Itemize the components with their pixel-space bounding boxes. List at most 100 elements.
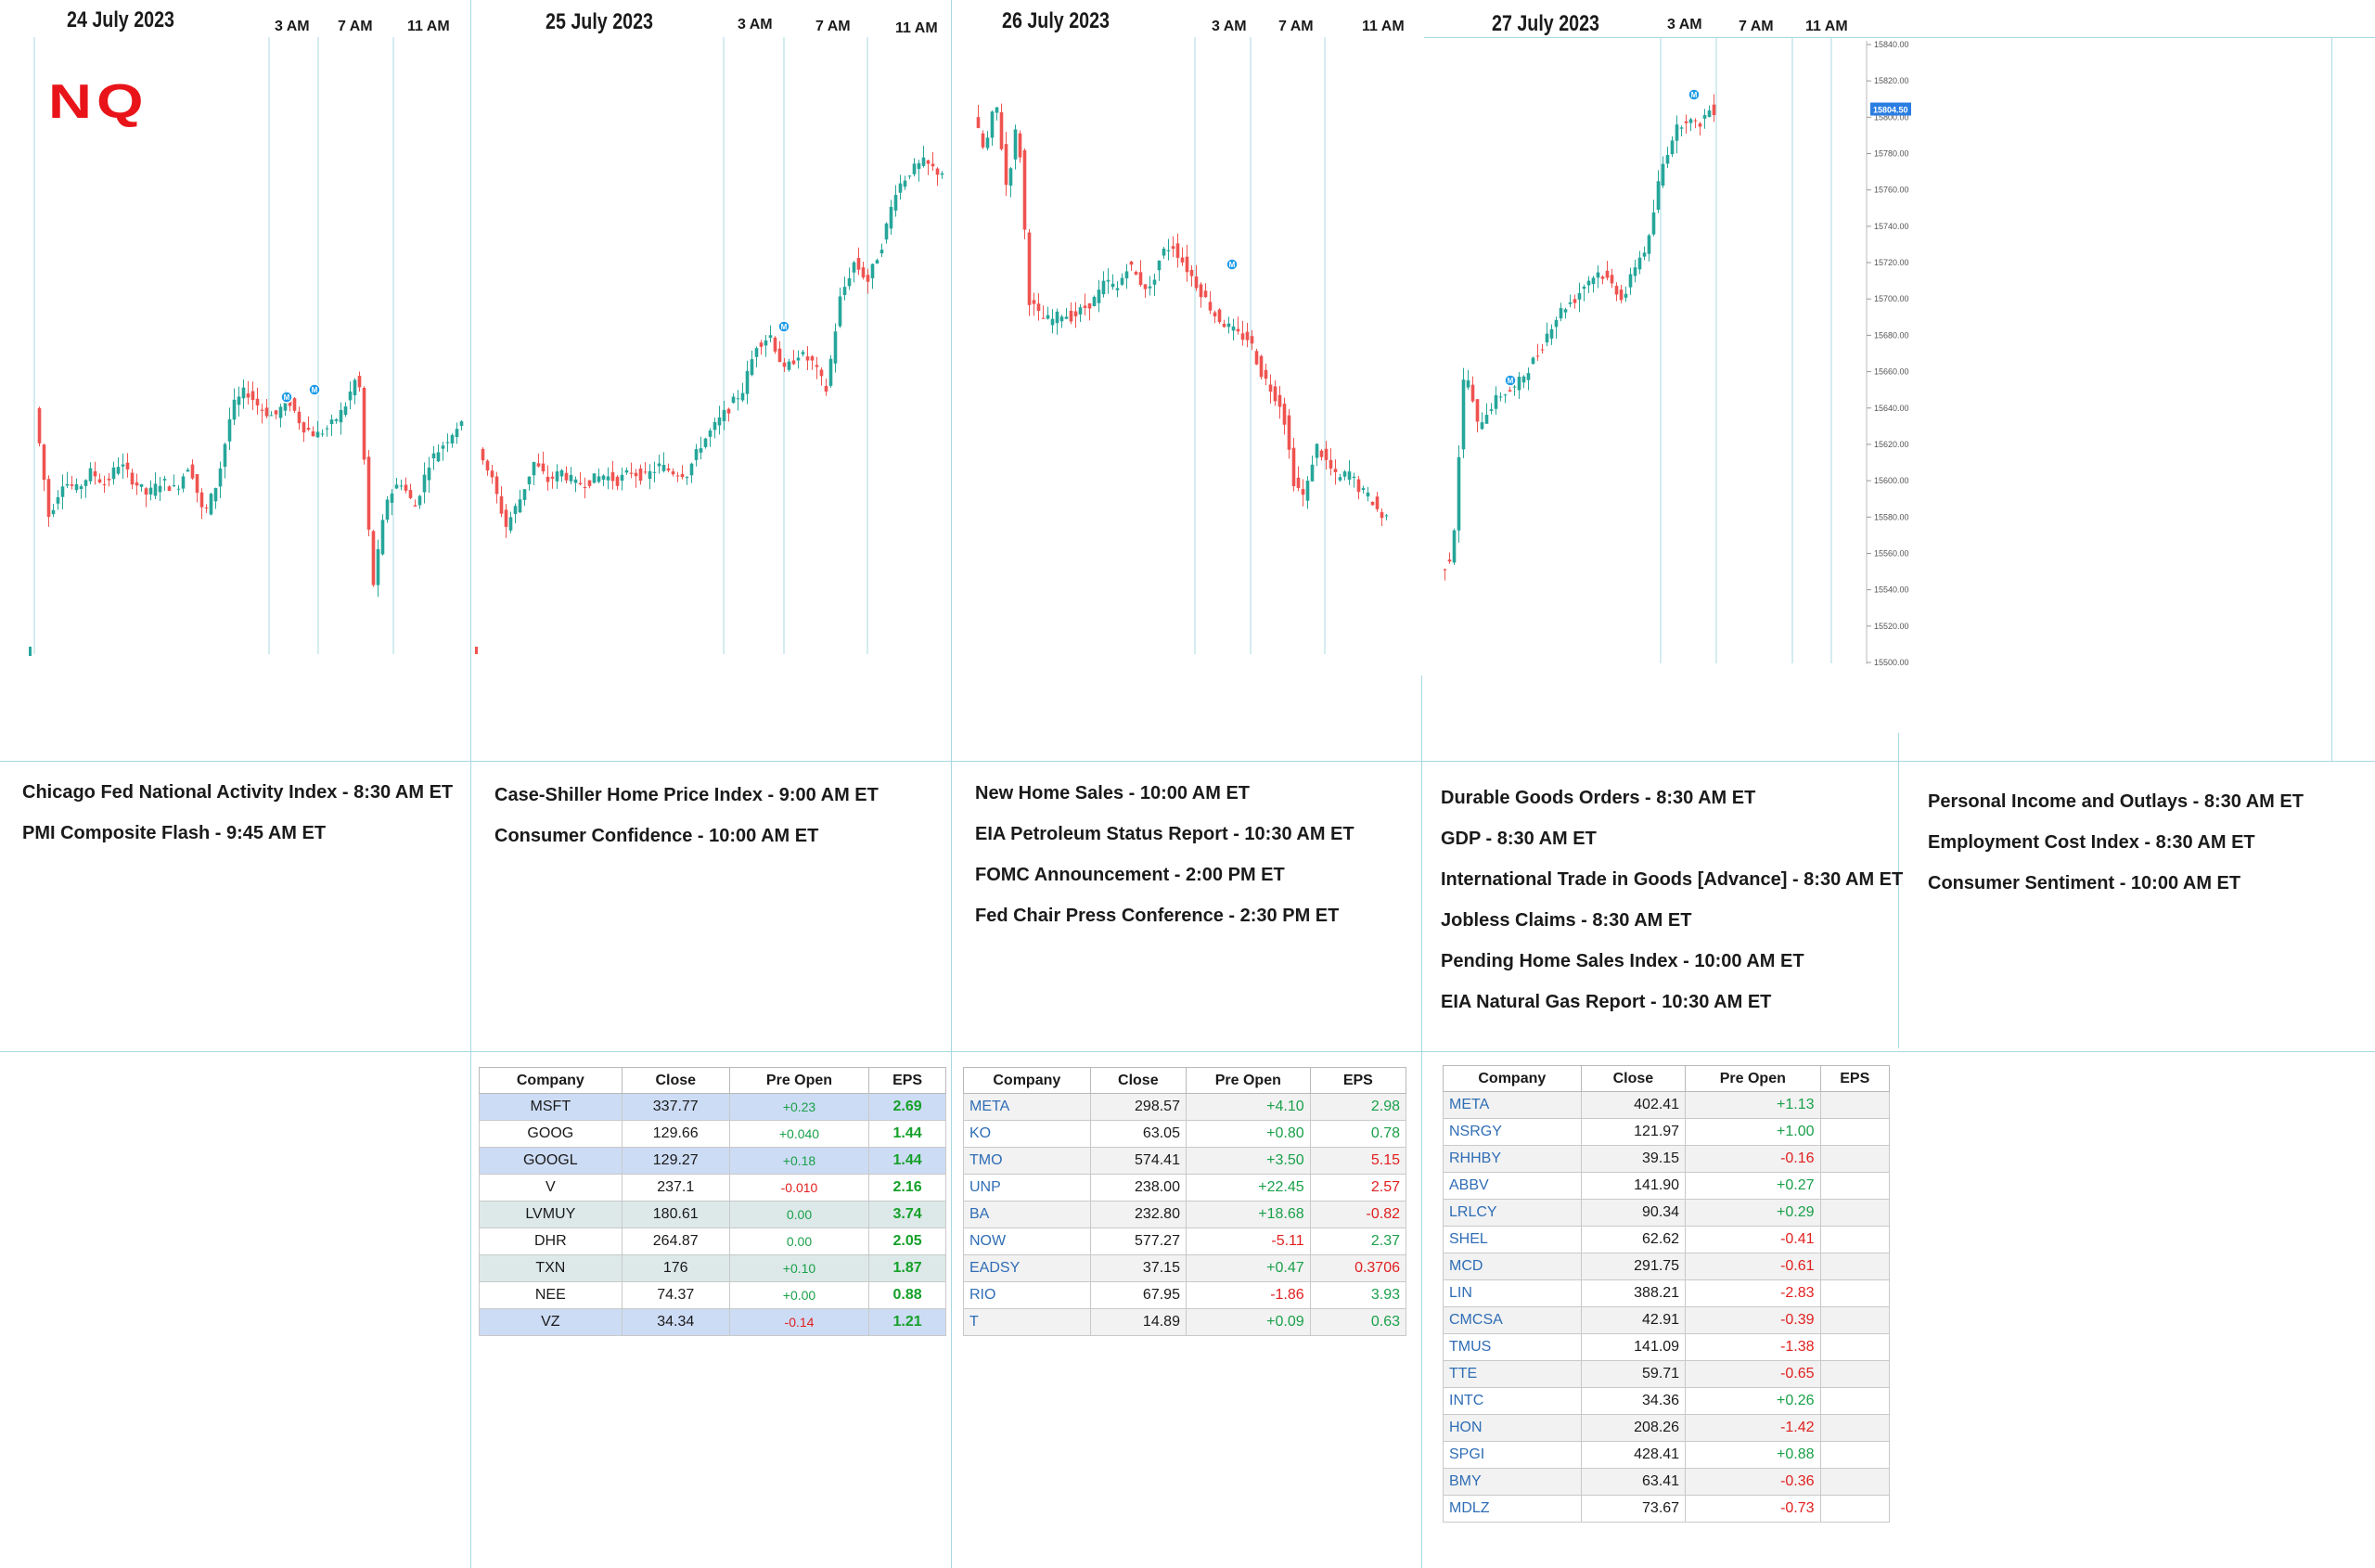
candle-body [597, 476, 601, 482]
company-cell: SPGI [1443, 1441, 1582, 1469]
time-label: 3 AM [738, 17, 773, 32]
y-tick-label: 15780.00 [1874, 149, 1909, 159]
table-row: MSFT 337.77 +0.23 2.69 [479, 1093, 946, 1121]
candle-body [1277, 394, 1282, 407]
candle-body [935, 168, 940, 175]
candle-body [587, 480, 592, 486]
close-cell: 180.61 [621, 1201, 730, 1228]
column-header: EPS [1309, 1067, 1407, 1094]
candle-body [513, 506, 518, 515]
candle-body [1199, 284, 1203, 298]
row-divider [0, 1051, 2375, 1052]
candle-body [223, 443, 227, 468]
pre-open-cell: -0.61 [1685, 1253, 1821, 1280]
candle-body [1287, 415, 1291, 450]
candle-body [546, 476, 550, 482]
candle-body [1707, 110, 1712, 118]
candle-body [620, 474, 624, 482]
candle-body [508, 517, 513, 531]
candle-body [1347, 471, 1352, 480]
y-tick-label: 15540.00 [1874, 585, 1909, 595]
candle-body [1222, 324, 1226, 328]
candle-body [815, 365, 819, 367]
eps-cell [1819, 1333, 1891, 1361]
candle-body [578, 482, 583, 484]
event-item: EIA Natural Gas Report - 10:30 AM ET [1441, 992, 1772, 1012]
table-row: RHHBY 39.15 -0.16 [1443, 1145, 1891, 1173]
candle-body [408, 490, 413, 498]
candle-body [685, 477, 689, 479]
eps-cell [1819, 1199, 1891, 1227]
close-cell: 176 [621, 1254, 730, 1282]
y-tick-label: 15740.00 [1874, 222, 1909, 231]
candle-body [366, 456, 371, 530]
pre-open-cell: -0.14 [728, 1308, 870, 1336]
candle-body [1679, 127, 1684, 129]
close-cell: 428.41 [1580, 1441, 1687, 1469]
y-tick-label: 15620.00 [1874, 440, 1909, 449]
candle-body [657, 463, 661, 467]
earnings-table-day-3: Company Close Pre Open EPS META 298.57 +4.… [963, 1067, 1407, 1336]
column-divider [1421, 675, 1422, 1568]
candle-body [83, 480, 88, 486]
candle-body [1189, 269, 1194, 276]
event-marker-label: M [312, 386, 318, 394]
candle-body [1157, 260, 1162, 271]
pre-open-cell: -0.39 [1685, 1306, 1821, 1334]
candle-body [912, 163, 917, 174]
event-item: Consumer Confidence - 10:00 AM ET [494, 826, 819, 846]
eps-cell: 2.98 [1309, 1093, 1407, 1121]
candle-body [838, 296, 842, 327]
candle-body [404, 484, 408, 491]
candle-body [1315, 443, 1319, 458]
candle-body [1633, 267, 1637, 276]
candle-body [1656, 181, 1661, 211]
candle-body [1143, 284, 1148, 289]
candle-body [325, 428, 329, 430]
table-row: KO 63.05 +0.80 0.78 [963, 1120, 1407, 1148]
column-divider [2331, 37, 2332, 761]
candle-body [306, 428, 311, 431]
column-header: Pre Open [728, 1067, 870, 1094]
candle-body [592, 473, 597, 483]
candle-body [1484, 415, 1489, 424]
company-cell: NOW [963, 1227, 1091, 1255]
candle-body [699, 448, 703, 453]
candle-body [610, 471, 615, 482]
table-row: INTC 34.36 +0.26 [1443, 1387, 1891, 1415]
candle-body [297, 411, 302, 424]
event-item: Personal Income and Outlays - 8:30 AM ET [1928, 791, 2304, 812]
candle-body [37, 407, 42, 443]
eps-cell: 2.05 [868, 1227, 946, 1255]
candle-body [79, 486, 83, 490]
candle-body [1245, 331, 1250, 341]
candle-body [1008, 168, 1013, 186]
event-item: Consumer Sentiment - 10:00 AM ET [1928, 873, 2241, 893]
candle-body [1148, 286, 1152, 289]
table-row: TTE 59.71 -0.65 [1443, 1360, 1891, 1388]
candle-body [1470, 384, 1475, 402]
pre-open-cell: +4.10 [1185, 1093, 1311, 1121]
candle-body [357, 376, 362, 388]
close-cell: 59.71 [1580, 1360, 1687, 1388]
table-row: RIO 67.95 -1.86 3.93 [963, 1281, 1407, 1309]
candle-body [1301, 489, 1305, 495]
company-cell: NSRGY [1443, 1118, 1582, 1146]
eps-cell [1819, 1226, 1891, 1253]
candle-body [1698, 123, 1702, 127]
candle-body [445, 442, 450, 443]
candle-body [1115, 288, 1120, 290]
pre-open-cell: -1.86 [1185, 1281, 1311, 1309]
column-header: Pre Open [1685, 1065, 1821, 1092]
candle-body [162, 479, 167, 481]
event-marker [1504, 374, 1517, 387]
table-row: T 14.89 +0.09 0.63 [963, 1308, 1407, 1336]
candle-body [1688, 119, 1693, 123]
candle-body [107, 478, 111, 481]
candle-body [1573, 299, 1577, 303]
event-marker [1226, 258, 1239, 271]
candle-body [643, 471, 648, 473]
candle-body [264, 407, 269, 417]
candle-body [1600, 276, 1605, 279]
candle-body [661, 465, 666, 471]
